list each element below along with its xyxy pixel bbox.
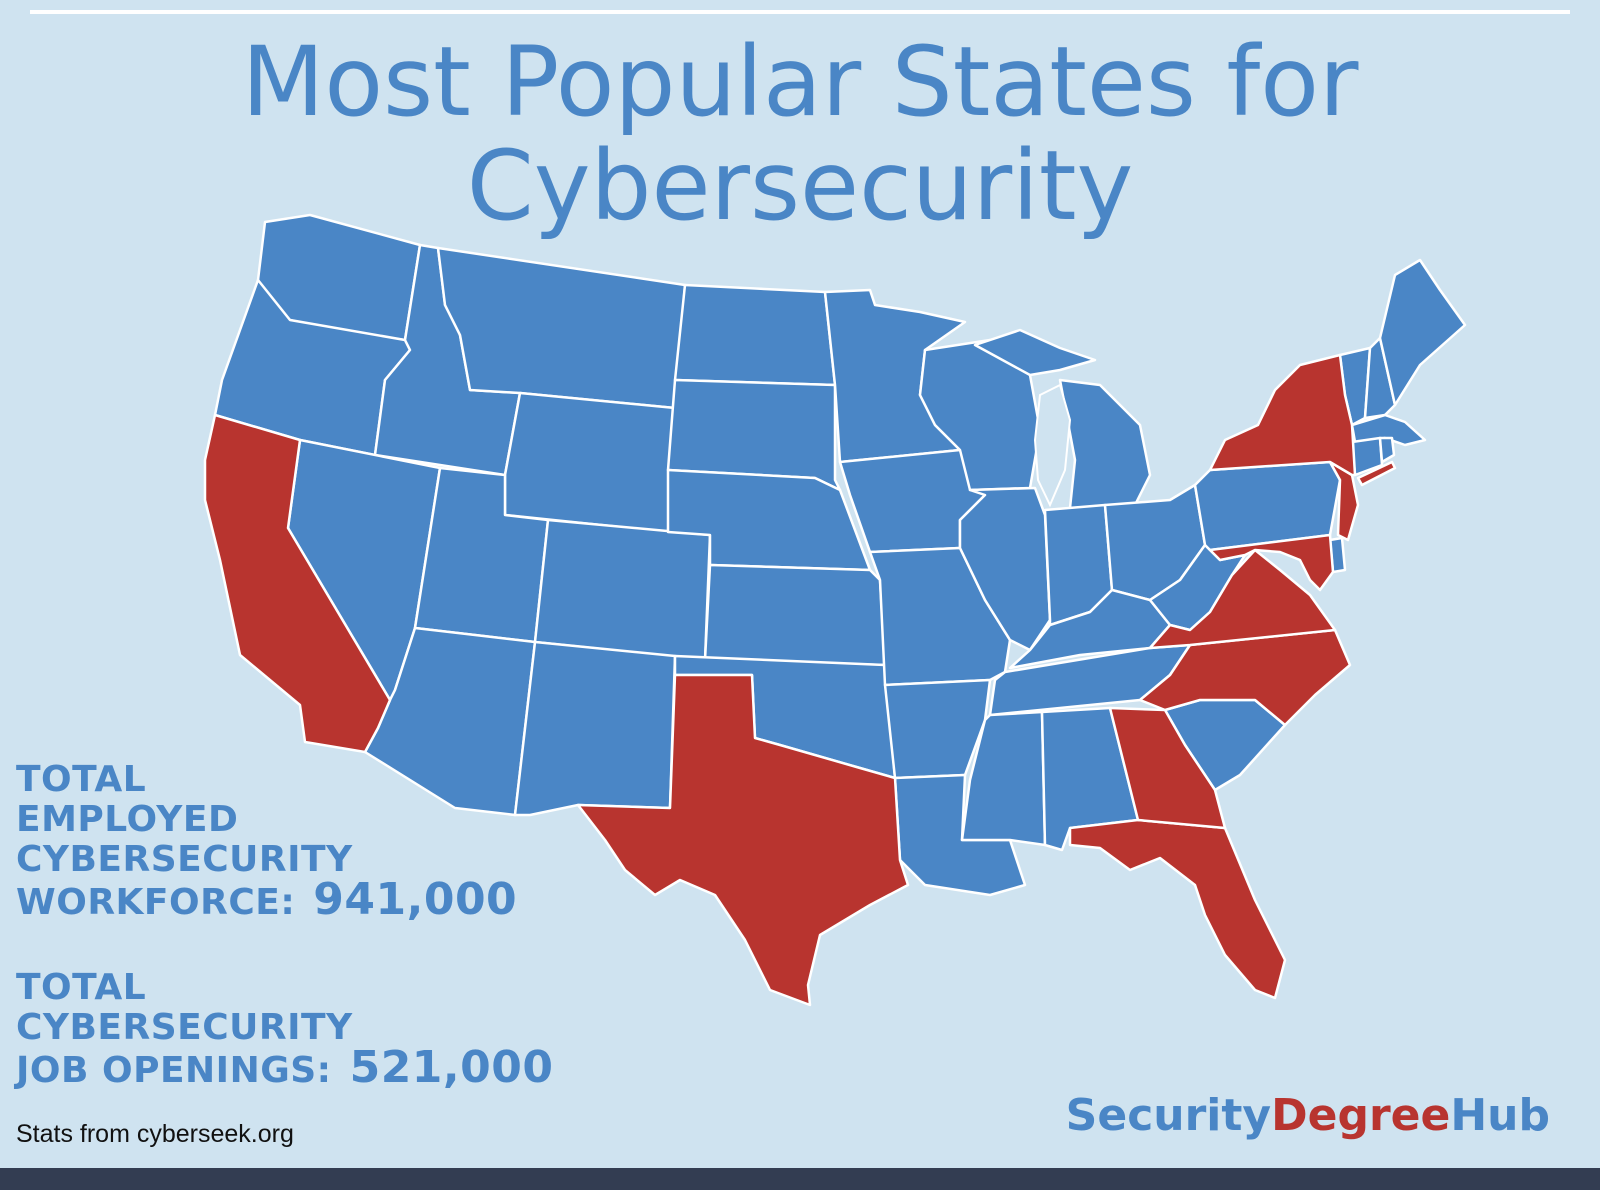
stat-label-line: EMPLOYED [16, 799, 239, 840]
stat-label-line: TOTAL [16, 967, 147, 1008]
brand-part-security: Security [1065, 1090, 1272, 1141]
state-north-carolina [1138, 628, 1352, 727]
title-line-2: Cybersecurity [466, 130, 1134, 242]
stat-value-employed: 941,000 [313, 874, 518, 925]
stat-label-line: CYBERSECURITY [16, 839, 353, 880]
state-new-hampshire [1363, 336, 1397, 420]
state-rhode-island [1378, 436, 1396, 464]
state-long-island [1356, 460, 1397, 487]
stat-value-openings: 521,000 [349, 1042, 554, 1093]
stat-label-line: JOB OPENINGS: [16, 1050, 332, 1091]
state-texas [576, 673, 910, 1007]
state-arkansas [883, 678, 992, 780]
source-note: Stats from cyberseek.org [16, 1120, 294, 1148]
state-louisiana [893, 773, 1027, 897]
state-maine [1378, 258, 1467, 407]
stat-label-line: WORKFORCE: [16, 882, 296, 923]
state-michigan-up [973, 328, 1097, 377]
stat-job-openings: TOTAL CYBERSECURITY JOB OPENINGS: 521,000 [16, 968, 553, 1091]
brand-part-degree: Degree [1271, 1090, 1451, 1141]
state-michigan [1058, 378, 1152, 510]
state-montana [436, 246, 687, 410]
state-illinois [958, 486, 1052, 652]
brand-logo: SecurityDegreeHub [1066, 1090, 1550, 1141]
state-kansas [703, 563, 887, 667]
footer-bar [0, 1168, 1600, 1190]
top-divider [30, 10, 1570, 14]
state-new-mexico [513, 640, 677, 817]
state-wyoming [503, 391, 677, 534]
state-colorado [533, 518, 712, 662]
stat-label-line: TOTAL [16, 759, 147, 800]
state-new-york [1208, 353, 1357, 477]
stat-employed-workforce: TOTAL EMPLOYED CYBERSECURITY WORKFORCE: 9… [16, 760, 517, 923]
lake-michigan [1033, 383, 1072, 508]
stat-label-line: CYBERSECURITY [16, 1007, 353, 1048]
state-florida [1068, 818, 1287, 1000]
state-california [203, 413, 392, 754]
state-maryland [1208, 533, 1335, 592]
brand-part-hub: Hub [1450, 1090, 1550, 1141]
state-north-dakota [673, 283, 837, 387]
title-line-1: Most Popular States for [241, 26, 1359, 138]
page-title: Most Popular States for Cybersecurity [0, 30, 1600, 238]
